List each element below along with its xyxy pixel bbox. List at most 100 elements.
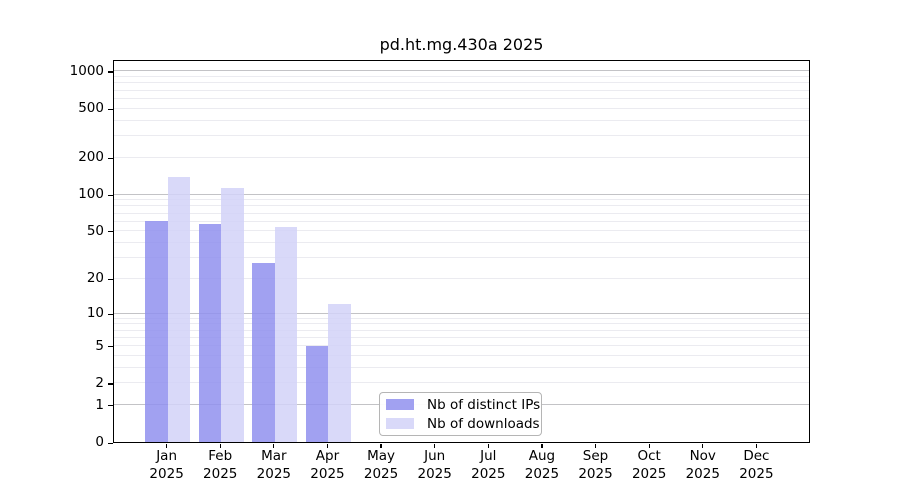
x-tick-label-apr: Apr 2025	[282, 448, 372, 483]
gridline-minor-40	[114, 242, 809, 243]
y-tick-200	[108, 157, 113, 159]
legend-label-distinct-ips: Nb of distinct IPs	[427, 396, 541, 413]
gridline-minor-50	[114, 230, 809, 232]
gridline-minor-80	[114, 205, 809, 207]
x-tick-year-mar: 2025	[256, 465, 292, 482]
x-tick-nov	[702, 443, 704, 448]
x-tick-year-sep: 2025	[578, 465, 613, 482]
x-tick-label-aug: Aug 2025	[497, 448, 587, 483]
x-tick-label-jun: Jun 2025	[390, 448, 480, 483]
gridline-minor-900	[114, 76, 809, 78]
x-tick-feb	[219, 443, 221, 448]
x-tick-may	[380, 443, 382, 448]
x-tick-month-jul: Jul	[480, 448, 497, 464]
y-tick-1000	[108, 71, 113, 73]
x-tick-label-mar: Mar 2025	[229, 448, 319, 483]
gridline-minor-20	[114, 277, 809, 279]
x-tick-month-dec: Dec	[743, 448, 770, 464]
x-tick-oct	[648, 443, 650, 448]
y-tick-0	[108, 442, 113, 444]
y-tick-100	[108, 194, 113, 196]
x-tick-dec	[755, 443, 757, 448]
x-tick-sep	[594, 443, 597, 448]
x-tick-label-may: May 2025	[336, 448, 426, 483]
chart-title: pd.ht.mg.430a 2025	[379, 35, 544, 54]
x-tick-month-nov: Nov	[689, 448, 716, 464]
gridline-major-100	[114, 193, 809, 195]
legend-item-downloads: Nb of downloads	[386, 416, 540, 432]
legend-item-distinct-ips: Nb of distinct IPs	[386, 397, 540, 413]
gridline-minor-800	[114, 82, 809, 84]
y-tick-label-2: 2	[95, 374, 104, 391]
gridline-minor-60	[114, 220, 809, 222]
gridline-minor-600	[114, 97, 809, 99]
x-tick-year-feb: 2025	[203, 465, 238, 482]
x-tick-month-jan: Jan	[156, 448, 178, 464]
y-tick-label-200: 200	[78, 149, 104, 166]
x-tick-year-apr: 2025	[310, 465, 345, 482]
gridline-minor-70	[114, 212, 809, 214]
bar-downloads-apr	[328, 304, 351, 442]
gridline-minor-700	[114, 89, 809, 91]
bar-distinct-ips-jan	[145, 221, 168, 442]
plot-area	[113, 60, 810, 443]
gridline-minor-200	[114, 156, 809, 158]
x-tick-month-sep: Sep	[582, 448, 609, 464]
x-tick-month-aug: Aug	[528, 448, 556, 464]
x-tick-label-jan: Jan 2025	[122, 448, 212, 483]
x-tick-label-oct: Oct 2025	[604, 448, 694, 483]
gridline-minor-4	[114, 355, 809, 357]
x-tick-year-jun: 2025	[417, 465, 452, 482]
y-tick-5	[108, 346, 113, 348]
gridline-minor-5	[114, 345, 809, 347]
y-tick-label-20: 20	[86, 270, 104, 287]
x-tick-year-jul: 2025	[471, 465, 506, 482]
x-tick-apr	[326, 443, 329, 448]
y-tick-label-0: 0	[95, 434, 104, 450]
x-tick-year-nov: 2025	[685, 465, 720, 482]
x-tick-month-mar: Mar	[261, 448, 287, 464]
gridline-minor-2	[114, 382, 809, 384]
gridline-minor-8	[114, 323, 809, 325]
gridline-minor-7	[114, 329, 809, 331]
x-tick-aug	[541, 443, 543, 448]
x-tick-month-jun: Jun	[424, 448, 446, 464]
gridline-minor-3	[114, 367, 809, 369]
gridline-minor-400	[114, 119, 809, 121]
gridline-minor-500	[114, 107, 809, 109]
x-tick-label-jul: Jul 2025	[443, 448, 533, 483]
gridline-minor-90	[114, 199, 809, 201]
gridline-minor-30	[114, 257, 809, 259]
bar-downloads-jan	[167, 177, 191, 442]
x-tick-month-may: May	[367, 448, 396, 464]
legend-swatch-distinct-ips	[386, 399, 414, 410]
bar-downloads-mar	[274, 226, 298, 442]
x-tick-jan	[166, 443, 168, 448]
y-tick-50	[108, 231, 113, 233]
y-tick-label-10: 10	[86, 305, 104, 322]
bar-downloads-feb	[221, 187, 244, 442]
legend-label-downloads: Nb of downloads	[427, 415, 540, 432]
x-tick-year-oct: 2025	[631, 465, 667, 482]
y-tick-label-100: 100	[78, 186, 104, 203]
x-tick-label-sep: Sep 2025	[551, 448, 641, 483]
x-tick-month-feb: Feb	[208, 448, 233, 464]
x-tick-jul	[487, 443, 489, 448]
gridline-minor-300	[114, 134, 809, 136]
x-tick-month-apr: Apr	[315, 448, 340, 464]
x-tick-year-aug: 2025	[524, 465, 560, 482]
gridline-major-10	[114, 312, 809, 314]
y-tick-label-1000: 1000	[69, 62, 104, 79]
legend-swatch-downloads	[386, 418, 414, 429]
y-tick-label-5: 5	[95, 337, 104, 354]
y-tick-label-50: 50	[86, 222, 104, 239]
y-tick-1	[108, 405, 113, 407]
gridline-major-1000	[114, 70, 809, 72]
legend: Nb of distinct IPs Nb of downloads	[379, 392, 542, 436]
x-tick-mar	[273, 443, 275, 448]
y-tick-2	[108, 383, 113, 385]
x-tick-year-dec: 2025	[739, 465, 774, 482]
y-tick-20	[108, 278, 113, 281]
gridline-minor-6	[114, 336, 809, 338]
x-tick-label-dec: Dec 2025	[711, 448, 801, 483]
